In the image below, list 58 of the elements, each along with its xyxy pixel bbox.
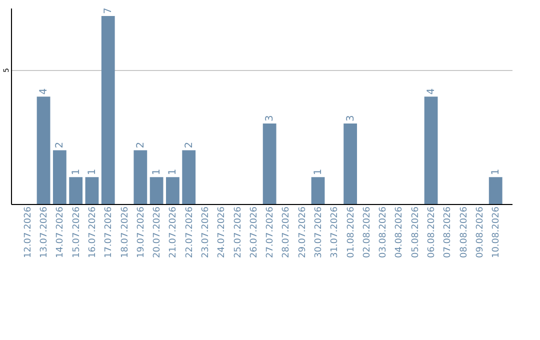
x-tick-label: 26.07.2026 <box>249 206 260 258</box>
data-label: 1 <box>490 168 502 176</box>
bar <box>424 96 438 204</box>
data-label: 4 <box>426 88 438 95</box>
bar <box>311 177 325 204</box>
x-tick-label: 31.07.2026 <box>330 206 340 258</box>
bar <box>344 123 357 204</box>
data-label: 2 <box>184 142 195 148</box>
x-tick-label: 18.07.2026 <box>120 206 130 258</box>
bar <box>262 123 276 204</box>
x-tick-label: 05.08.2026 <box>410 206 421 258</box>
x-tick-label: 04.08.2026 <box>394 206 405 258</box>
x-tick-label: 09.08.2026 <box>475 206 486 258</box>
x-tick-label: 07.08.2026 <box>443 206 454 258</box>
bar <box>166 177 180 204</box>
bar <box>101 16 115 204</box>
bar <box>150 177 164 204</box>
x-tick-label: 23.07.2026 <box>200 206 211 258</box>
data-label: 1 <box>152 168 163 176</box>
data-label: 4 <box>38 88 50 95</box>
bar <box>182 150 196 204</box>
x-tick-label: 15.07.2026 <box>72 206 82 258</box>
x-tick-label: 10.08.2026 <box>492 206 502 258</box>
x-tick-label: 22.07.2026 <box>184 206 195 258</box>
x-tick-label: 16.07.2026 <box>88 206 98 258</box>
data-label: 2 <box>54 142 66 148</box>
data-label: 2 <box>135 142 146 148</box>
x-tick-label: 03.08.2026 <box>378 206 389 258</box>
data-label: 7 <box>103 8 114 14</box>
x-tick-label: 28.07.2026 <box>282 206 292 258</box>
x-tick-label: 06.08.2026 <box>427 206 438 258</box>
x-tick-label: 20.07.2026 <box>152 206 163 258</box>
data-label: 1 <box>313 168 324 176</box>
bar <box>85 177 99 204</box>
x-tick-label: 25.07.2026 <box>233 206 244 258</box>
x-tick-label: 13.07.2026 <box>40 206 50 258</box>
bar <box>134 150 148 204</box>
bar <box>69 177 83 204</box>
x-tick-label: 08.08.2026 <box>459 206 470 258</box>
data-label: 3 <box>345 115 356 122</box>
x-tick-label: 01.08.2026 <box>346 206 356 258</box>
x-tick-label: 24.07.2026 <box>217 206 228 258</box>
x-tick-label: 02.08.2026 <box>362 206 372 258</box>
bar <box>52 150 66 204</box>
x-tick-label: 30.07.2026 <box>314 206 324 258</box>
data-label: 3 <box>264 115 276 122</box>
data-label: 1 <box>70 168 82 176</box>
x-tick-label: 29.07.2026 <box>298 206 308 258</box>
x-tick-label: 19.07.2026 <box>136 206 146 258</box>
x-tick-label: 14.07.2026 <box>56 206 66 258</box>
x-tick-label: 17.07.2026 <box>104 206 114 258</box>
x-tick-label: 12.07.2026 <box>23 206 34 258</box>
bar <box>488 177 502 204</box>
x-tick-label: 27.07.2026 <box>266 206 276 258</box>
data-label: 1 <box>168 168 179 176</box>
bar <box>36 96 50 204</box>
data-label: 1 <box>86 168 98 176</box>
x-tick-label: 21.07.2026 <box>168 206 179 258</box>
